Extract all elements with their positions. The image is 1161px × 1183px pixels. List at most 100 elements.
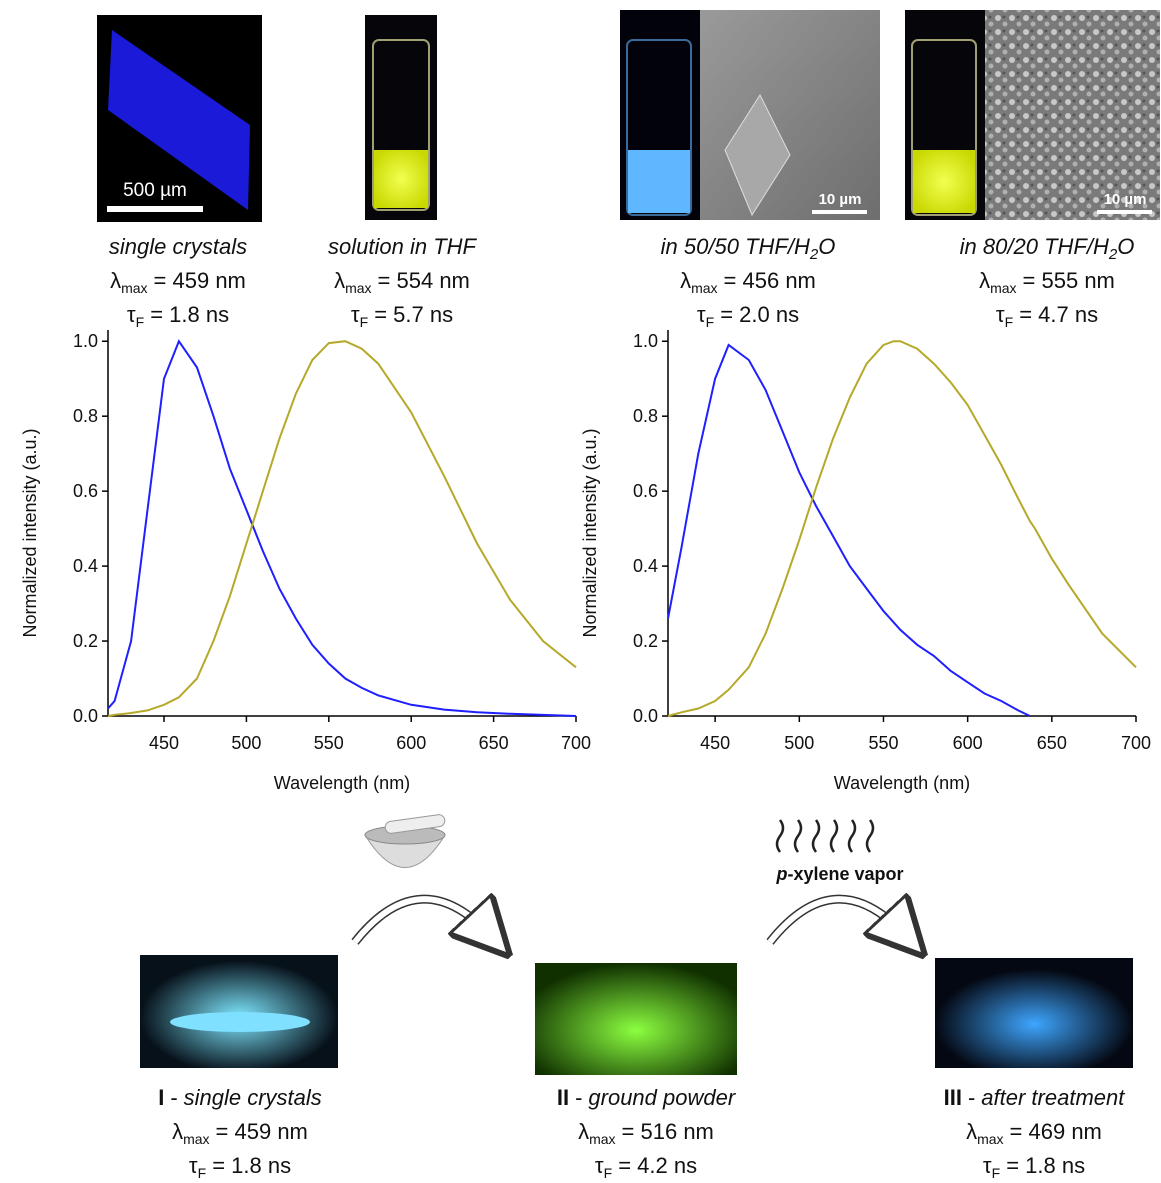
x-tick-label: 600 [396, 733, 426, 753]
vapor-rest: -xylene vapor [787, 864, 903, 884]
vapor-italic: p [775, 864, 787, 884]
y-tick-label: 0.2 [633, 631, 658, 651]
vapor-label: p-xylene vapor [775, 864, 903, 884]
scale-bar-label: 10 µm [1104, 191, 1147, 208]
arrow-grind-inner [352, 899, 490, 942]
tau-symbol: τ [189, 1153, 198, 1178]
arrow-vapor-inner [767, 899, 905, 942]
lambda-symbol: λ [334, 268, 345, 293]
x-tick-label: 700 [561, 733, 591, 753]
name-sub: 2 [1108, 246, 1118, 263]
x-axis-label: Wavelength (nm) [274, 773, 410, 793]
name: single crystals [184, 1085, 322, 1110]
tau-value: = 2.0 ns [720, 302, 799, 327]
x-tick-label: 700 [1121, 733, 1151, 753]
separator: - [575, 1085, 582, 1110]
tau-value: = 1.8 ns [1006, 1153, 1085, 1178]
tau-value: = 4.2 ns [618, 1153, 697, 1178]
name: in 80/20 THF/H [960, 234, 1109, 259]
name-end: O [818, 234, 835, 259]
lambda-line: λmax = 555 nm [979, 268, 1115, 296]
tau-symbol: τ [697, 302, 706, 327]
lambda-value: = 555 nm [1023, 268, 1115, 293]
lambda-value: = 516 nm [622, 1119, 714, 1144]
lambda-value: = 456 nm [724, 268, 816, 293]
y-axis-label: Normalized intensity (a.u.) [580, 428, 600, 637]
tau-sub: F [706, 314, 715, 330]
name-sub: 2 [809, 246, 819, 263]
y-tick-label: 0.0 [633, 706, 658, 726]
vapor-icon [775, 819, 875, 853]
spectrum-line [667, 343, 1031, 717]
lambda-symbol: λ [966, 1119, 977, 1144]
tau-sub: F [136, 314, 145, 330]
tau-line: τF = 1.8 ns [127, 302, 229, 330]
caption-title: solution in THF [328, 234, 478, 259]
y-tick-label: 1.0 [73, 331, 98, 351]
photo-aggregate-50 [620, 10, 880, 220]
caption-title: I - single crystals [158, 1085, 322, 1110]
lambda-line: λmax = 469 nm [966, 1119, 1102, 1147]
lambda-sub: max [990, 280, 1016, 296]
tau-value: = 4.7 ns [1019, 302, 1098, 327]
lambda-value: = 469 nm [1010, 1119, 1102, 1144]
y-tick-label: 1.0 [633, 331, 658, 351]
lambda-symbol: λ [578, 1119, 589, 1144]
photo-aggregate-80 [905, 10, 1160, 220]
tau-sub: F [360, 314, 369, 330]
y-tick-label: 0.6 [73, 481, 98, 501]
tau-symbol: τ [996, 302, 1005, 327]
x-tick-label: 450 [700, 733, 730, 753]
lambda-line: λmax = 456 nm [680, 268, 816, 296]
tau-value: = 1.8 ns [150, 302, 229, 327]
x-tick-label: 650 [479, 733, 509, 753]
lambda-sub: max [121, 280, 147, 296]
tau-symbol: τ [351, 302, 360, 327]
x-tick-label: 500 [231, 733, 261, 753]
name: single crystals [109, 234, 247, 259]
x-tick-label: 550 [314, 733, 344, 753]
photo-powder-I [140, 955, 338, 1068]
separator: - [170, 1085, 177, 1110]
caption-title: in 80/20 THF/H2O [960, 234, 1135, 263]
scale-bar-label: 10 µm [819, 191, 862, 208]
lambda-line: λmax = 459 nm [110, 268, 246, 296]
x-tick-label: 550 [868, 733, 898, 753]
tau-sub: F [604, 1165, 613, 1181]
mortar-icon [364, 814, 446, 868]
tau-line: τF = 4.7 ns [996, 302, 1098, 330]
x-tick-label: 450 [149, 733, 179, 753]
photo-vial-solution [365, 15, 437, 220]
tau-value: = 1.8 ns [212, 1153, 291, 1178]
lambda-sub: max [345, 280, 371, 296]
lambda-symbol: λ [110, 268, 121, 293]
lambda-sub: max [589, 1131, 615, 1147]
y-tick-label: 0.4 [633, 556, 658, 576]
y-tick-label: 0.2 [73, 631, 98, 651]
numeral: I [158, 1085, 164, 1110]
tau-symbol: τ [595, 1153, 604, 1178]
lambda-symbol: λ [172, 1119, 183, 1144]
tau-sub: F [198, 1165, 207, 1181]
x-axis-label: Wavelength (nm) [834, 773, 970, 793]
tau-sub: F [1005, 314, 1014, 330]
photo-crystal [97, 15, 262, 222]
tau-line: τF = 2.0 ns [697, 302, 799, 330]
y-tick-label: 0.6 [633, 481, 658, 501]
name: solution in THF [328, 234, 478, 259]
name-end: O [1117, 234, 1134, 259]
spectrum-line [107, 339, 577, 717]
numeral: II [557, 1085, 569, 1110]
y-tick-label: 0.4 [73, 556, 98, 576]
name: after treatment [981, 1085, 1125, 1110]
name: in 50/50 THF/H [661, 234, 810, 259]
scale-bar-label: 500 µm [123, 180, 187, 201]
lambda-symbol: λ [680, 268, 691, 293]
y-tick-label: 0.8 [633, 406, 658, 426]
caption-title: single crystals [109, 234, 247, 259]
tau-sub: F [992, 1165, 1001, 1181]
lambda-sub: max [691, 280, 717, 296]
x-tick-label: 500 [784, 733, 814, 753]
photo-powder-II [535, 963, 737, 1075]
